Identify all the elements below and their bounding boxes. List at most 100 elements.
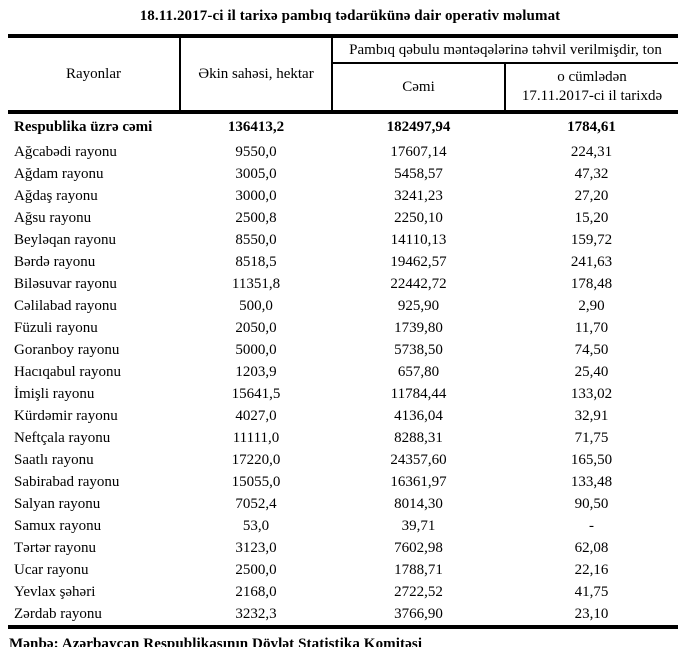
cell-region: Respublika üzrə cəmi — [14, 119, 153, 135]
table-row: Sabirabad rayonu 15055,0 16361,97 133,48 — [8, 471, 678, 493]
cell-region: Salyan rayonu — [14, 496, 101, 512]
cell-daily: 2,90 — [578, 298, 605, 314]
cell-daily: 178,48 — [570, 276, 613, 292]
cell-daily: 23,10 — [574, 606, 609, 622]
cell-daily: 47,32 — [574, 166, 609, 182]
cell-region: Kürdəmir rayonu — [14, 408, 118, 424]
table-row: Tərtər rayonu 3123,0 7602,98 62,08 — [8, 537, 678, 559]
cell-area: 4027,0 — [235, 408, 277, 424]
cell-region: Ağcabədi rayonu — [14, 144, 117, 160]
cell-daily: 11,70 — [574, 320, 609, 336]
cell-region: Cəlilabad rayonu — [14, 298, 117, 314]
cell-daily: 74,50 — [574, 342, 609, 358]
cell-area: 11111,0 — [232, 430, 280, 446]
cell-area: 15641,5 — [231, 386, 281, 402]
cell-region: Ağdaş rayonu — [14, 188, 98, 204]
table-row: İmişli rayonu 15641,5 11784,44 133,02 — [8, 383, 678, 405]
cell-daily: 241,63 — [570, 254, 613, 270]
cell-total: 7602,98 — [394, 540, 443, 556]
cell-total: 3766,90 — [394, 606, 443, 622]
cell-area: 1203,9 — [235, 364, 277, 380]
cell-region: Tərtər rayonu — [14, 540, 97, 556]
cell-daily: 159,72 — [570, 232, 613, 248]
cell-region: Ağsu rayonu — [14, 210, 92, 226]
cell-area: 8550,0 — [235, 232, 277, 248]
cell-total: 19462,57 — [390, 254, 447, 270]
cell-daily: 62,08 — [574, 540, 609, 556]
header-row-group: Rayonlar Əkin sahəsi, hektar Pambıq qəbu… — [8, 36, 678, 112]
cotton-procurement-table: Rayonlar Əkin sahəsi, hektar Pambıq qəbu… — [8, 34, 678, 629]
cell-area: 2168,0 — [235, 584, 277, 600]
cell-area: 8518,5 — [235, 254, 277, 270]
table-row: Ağcabədi rayonu 9550,0 17607,14 224,31 — [8, 141, 678, 163]
table-row: Saatlı rayonu 17220,0 24357,60 165,50 — [8, 449, 678, 471]
table-row: Beyləqan rayonu 8550,0 14110,13 159,72 — [8, 229, 678, 251]
cell-daily: 165,50 — [570, 452, 613, 468]
cell-total: 17607,14 — [390, 144, 447, 160]
header-regions: Rayonlar — [8, 36, 181, 112]
table-row: Zərdab rayonu 3232,3 3766,90 23,10 — [8, 603, 678, 627]
cell-region: Füzuli rayonu — [14, 320, 98, 336]
cell-daily: 27,20 — [574, 188, 609, 204]
cell-total: 5458,57 — [394, 166, 443, 182]
table-row: Yevlax şəhəri 2168,0 2722,52 41,75 — [8, 581, 678, 603]
cell-daily: 133,48 — [570, 474, 613, 490]
table-row: Goranboy rayonu 5000,0 5738,50 74,50 — [8, 339, 678, 361]
cell-region: Bərdə rayonu — [14, 254, 96, 270]
cell-area: 2500,8 — [235, 210, 277, 226]
cell-total: 14110,13 — [390, 232, 447, 248]
table-row: Salyan rayonu 7052,4 8014,30 90,50 — [8, 493, 678, 515]
cell-area: 2500,0 — [235, 562, 277, 578]
cell-total: 16361,97 — [390, 474, 447, 490]
cell-total: 1788,71 — [394, 562, 443, 578]
cell-region: Biləsuvar rayonu — [14, 276, 117, 292]
source-note: Mənbə: Azərbaycan Respublikasının Dövlət… — [9, 636, 423, 647]
cell-area: 53,0 — [242, 518, 270, 534]
header-including-line2: 17.11.2017-ci il tarixdə — [521, 88, 663, 104]
cell-daily: 224,31 — [570, 144, 613, 160]
cell-area: 136413,2 — [227, 119, 285, 135]
table-row: Kürdəmir rayonu 4027,0 4136,04 32,91 — [8, 405, 678, 427]
cell-area: 3123,0 — [235, 540, 277, 556]
total-row: Respublika üzrə cəmi 136413,2 182497,94 … — [8, 112, 678, 141]
header-row-sub: Cəmi o cümlədən 17.11.2017-ci il tarixdə — [8, 63, 678, 112]
cell-daily: 133,02 — [570, 386, 613, 402]
table-row: Hacıqabul rayonu 1203,9 657,80 25,40 — [8, 361, 678, 383]
cell-region: İmişli rayonu — [14, 386, 95, 402]
cell-area: 9550,0 — [235, 144, 277, 160]
cell-daily: 71,75 — [574, 430, 609, 446]
table-body: Respublika üzrə cəmi 136413,2 182497,94 … — [8, 112, 678, 627]
cell-daily: - — [589, 518, 594, 534]
cell-total: 22442,72 — [390, 276, 447, 292]
table-row: Ağdaş rayonu 3000,0 3241,23 27,20 — [8, 185, 678, 207]
cell-area: 3005,0 — [235, 166, 277, 182]
cell-region: Ağdam rayonu — [14, 166, 104, 182]
page-title: 18.11.2017-ci il tarixə pambıq tədarükün… — [139, 8, 561, 24]
cell-total: 657,80 — [397, 364, 440, 380]
table-row: Bərdə rayonu 8518,5 19462,57 241,63 — [8, 251, 678, 273]
cell-total: 11784,44 — [390, 386, 447, 402]
cell-total: 925,90 — [397, 298, 440, 314]
cell-total: 1739,80 — [394, 320, 443, 336]
cell-region: Beyləqan rayonu — [14, 232, 117, 248]
cell-daily: 1784,61 — [567, 119, 616, 135]
table-header: Rayonlar Əkin sahəsi, hektar Pambıq qəbu… — [8, 36, 678, 112]
table-row: Füzuli rayonu 2050,0 1739,80 11,70 — [8, 317, 678, 339]
cell-region: Hacıqabul rayonu — [14, 364, 122, 380]
cell-region: Neftçala rayonu — [14, 430, 111, 446]
header-including: o cümlədən 17.11.2017-ci il tarixdə — [505, 63, 678, 112]
header-area: Əkin sahəsi, hektar — [180, 36, 333, 112]
cell-daily: 15,20 — [574, 210, 609, 226]
cell-area: 3000,0 — [235, 188, 277, 204]
table-row: Ağdam rayonu 3005,0 5458,57 47,32 — [8, 163, 678, 185]
cell-region: Ucar rayonu — [14, 562, 89, 578]
table-row: Biləsuvar rayonu 11351,8 22442,72 178,48 — [8, 273, 678, 295]
cell-daily: 22,16 — [574, 562, 609, 578]
cell-daily: 32,91 — [574, 408, 609, 424]
cell-total: 5738,50 — [394, 342, 443, 358]
cell-region: Zərdab rayonu — [14, 606, 102, 622]
cell-region: Samux rayonu — [14, 518, 102, 534]
cell-area: 500,0 — [239, 298, 273, 314]
cell-area: 2050,0 — [235, 320, 277, 336]
cell-total: 2250,10 — [394, 210, 443, 226]
